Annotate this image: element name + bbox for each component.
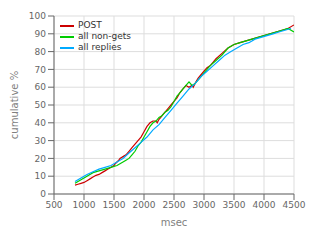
svg-text:90: 90 bbox=[35, 29, 47, 39]
svg-text:3000: 3000 bbox=[193, 200, 216, 210]
svg-text:msec: msec bbox=[161, 217, 188, 228]
svg-text:100: 100 bbox=[29, 11, 46, 21]
svg-text:70: 70 bbox=[35, 65, 47, 75]
svg-text:0: 0 bbox=[40, 189, 46, 199]
svg-text:4000: 4000 bbox=[253, 200, 276, 210]
html-text:all non-gets: all non-gets bbox=[78, 31, 131, 41]
svg-text:80: 80 bbox=[35, 47, 47, 57]
html-text:all replies: all replies bbox=[78, 42, 122, 52]
svg-text:40: 40 bbox=[35, 118, 47, 128]
svg-text:10: 10 bbox=[35, 171, 47, 181]
svg-text:3500: 3500 bbox=[223, 200, 246, 210]
svg-text:50: 50 bbox=[35, 100, 47, 110]
svg-text:30: 30 bbox=[35, 136, 47, 146]
svg-text:cumulative %: cumulative % bbox=[9, 71, 20, 139]
svg-text:1500: 1500 bbox=[103, 200, 126, 210]
svg-text:1000: 1000 bbox=[73, 200, 96, 210]
svg-text:2000: 2000 bbox=[133, 200, 156, 210]
svg-text:60: 60 bbox=[35, 82, 47, 92]
svg-text:2500: 2500 bbox=[163, 200, 186, 210]
svg-text:500: 500 bbox=[45, 200, 62, 210]
html-text:POST: POST bbox=[78, 20, 102, 30]
svg-text:4500: 4500 bbox=[283, 200, 306, 210]
svg-text:20: 20 bbox=[35, 154, 47, 164]
